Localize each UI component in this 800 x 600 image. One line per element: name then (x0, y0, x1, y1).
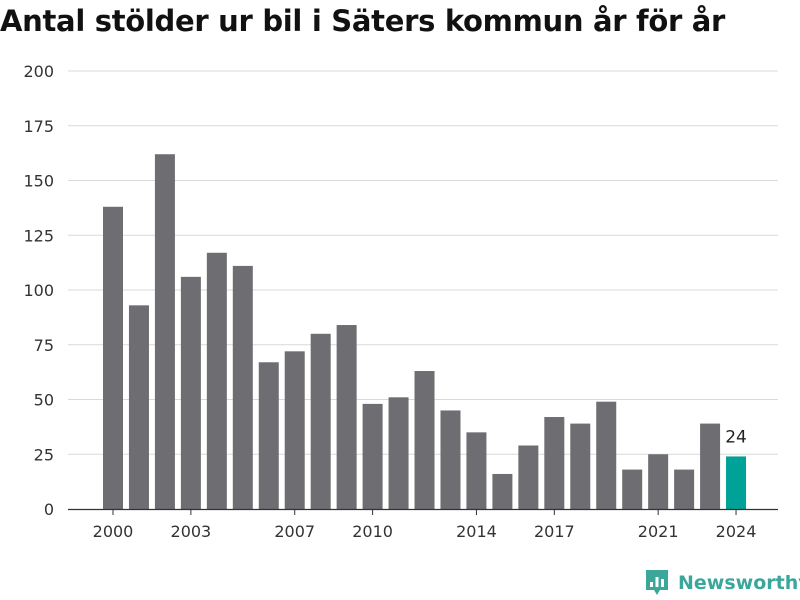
bar-2001 (128, 305, 149, 509)
data-labels: 24 (725, 427, 747, 447)
bar-2014 (466, 432, 487, 509)
bar-2006 (258, 362, 279, 509)
bar-2000 (103, 206, 123, 509)
bar-2019 (596, 401, 617, 509)
x-tick-label: 2017 (534, 522, 575, 541)
bar-2016 (518, 445, 539, 509)
bar-chart-logo-icon (646, 570, 668, 595)
y-axis-ticks: 0 25 50 75 100 125 150 175 200 (23, 62, 54, 519)
newsworthy-brand: Newsworthy (644, 568, 800, 598)
bar-2023 (700, 423, 721, 509)
bar-2020 (622, 469, 643, 509)
bar-2024 (726, 456, 747, 509)
y-tick-label: 100 (23, 281, 54, 300)
bar-2002 (154, 154, 175, 509)
y-tick-label: 125 (23, 226, 54, 245)
y-tick-label: 75 (34, 336, 54, 355)
bar-2012 (414, 371, 435, 509)
bar-2022 (674, 469, 695, 509)
x-tick-label: 2014 (456, 522, 497, 541)
bar-2015 (492, 473, 513, 509)
bar-2003 (180, 276, 201, 509)
bar-2021 (648, 454, 669, 509)
x-tick-label: 2000 (93, 522, 134, 541)
y-tick-label: 25 (34, 445, 54, 464)
x-tick-label: 2024 (716, 522, 757, 541)
brand-name: Newsworthy (678, 572, 800, 594)
bar-2018 (570, 423, 591, 509)
bar-2017 (544, 417, 565, 509)
bar-2004 (206, 252, 227, 509)
data-label-2024: 24 (725, 427, 747, 447)
x-tick-label: 2010 (352, 522, 393, 541)
bars (103, 154, 747, 509)
y-tick-label: 50 (34, 391, 54, 410)
x-tick-label: 2003 (171, 522, 212, 541)
bar-2013 (440, 410, 461, 509)
bar-2011 (388, 397, 409, 509)
y-tick-label: 0 (44, 500, 54, 519)
bar-2007 (284, 351, 305, 509)
y-tick-label: 150 (23, 172, 54, 191)
x-tick-label: 2007 (274, 522, 315, 541)
bar-2009 (336, 325, 357, 509)
bar-2010 (362, 403, 383, 509)
x-axis: 2000 2003 2007 2010 2014 2017 2021 2024 (68, 508, 778, 541)
bar-2005 (232, 265, 253, 509)
x-tick-label: 2021 (638, 522, 679, 541)
y-tick-label: 175 (23, 117, 54, 136)
chart-title: Antal stölder ur bil i Säters kommun år … (0, 4, 726, 38)
bar-2008 (310, 333, 331, 509)
y-tick-label: 200 (23, 62, 54, 81)
